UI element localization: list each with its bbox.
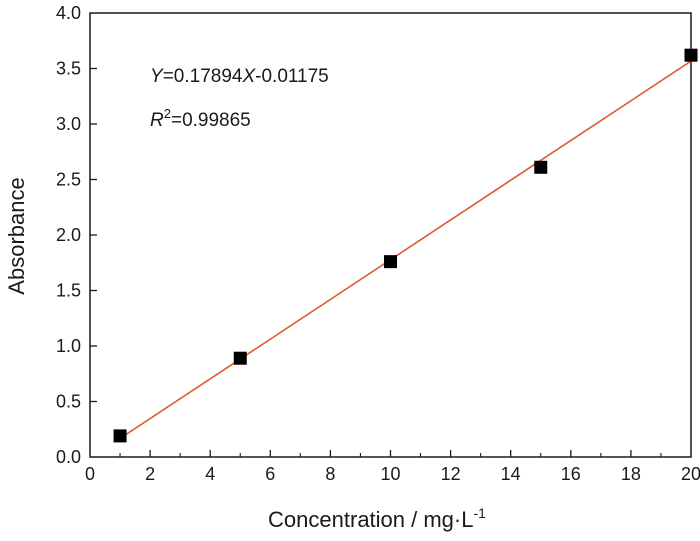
data-point xyxy=(233,351,247,365)
x-tick-label: 12 xyxy=(441,464,461,484)
x-tick-label: 2 xyxy=(145,464,155,484)
x-tick-label: 14 xyxy=(501,464,521,484)
data-point xyxy=(534,160,548,174)
y-tick-label: 1.0 xyxy=(56,336,81,356)
x-tick-label: 6 xyxy=(265,464,275,484)
x-tick-labels: 0 2 4 6 8 10 12 14 16 18 20 xyxy=(85,464,700,484)
data-point xyxy=(113,429,127,443)
equation-annotation: Y=0.17894X-0.01175 xyxy=(150,66,329,87)
x-tick-label: 4 xyxy=(205,464,215,484)
r-squared-annotation: R2=0.99865 xyxy=(150,106,251,131)
y-axis-title: Absorbance xyxy=(4,177,29,294)
y-tick-label: 3.0 xyxy=(56,114,81,134)
axis-ticks xyxy=(90,67,662,457)
x-tick-label: 18 xyxy=(621,464,641,484)
y-tick-label: 1.5 xyxy=(56,281,81,301)
y-tick-label: 0.0 xyxy=(56,447,81,467)
y-tick-label: 3.5 xyxy=(56,59,81,79)
y-tick-label: 0.5 xyxy=(56,392,81,412)
y-tick-labels: 0.0 0.5 1.0 1.5 2.0 2.5 3.0 3.5 4.0 xyxy=(56,3,81,467)
x-tick-label: 16 xyxy=(561,464,581,484)
x-axis-title: Concentration / mg·L-1 xyxy=(268,505,486,532)
y-tick-label: 4.0 xyxy=(56,3,81,23)
data-point xyxy=(384,255,397,269)
x-tick-label: 20 xyxy=(681,464,700,484)
y-tick-label: 2.0 xyxy=(56,225,81,245)
x-tick-label: 8 xyxy=(325,464,335,484)
y-tick-label: 2.5 xyxy=(56,170,81,190)
regression-line xyxy=(119,60,692,440)
data-point xyxy=(684,48,698,62)
x-tick-label: 0 xyxy=(85,464,95,484)
x-tick-label: 10 xyxy=(380,464,400,484)
data-points xyxy=(113,48,698,443)
